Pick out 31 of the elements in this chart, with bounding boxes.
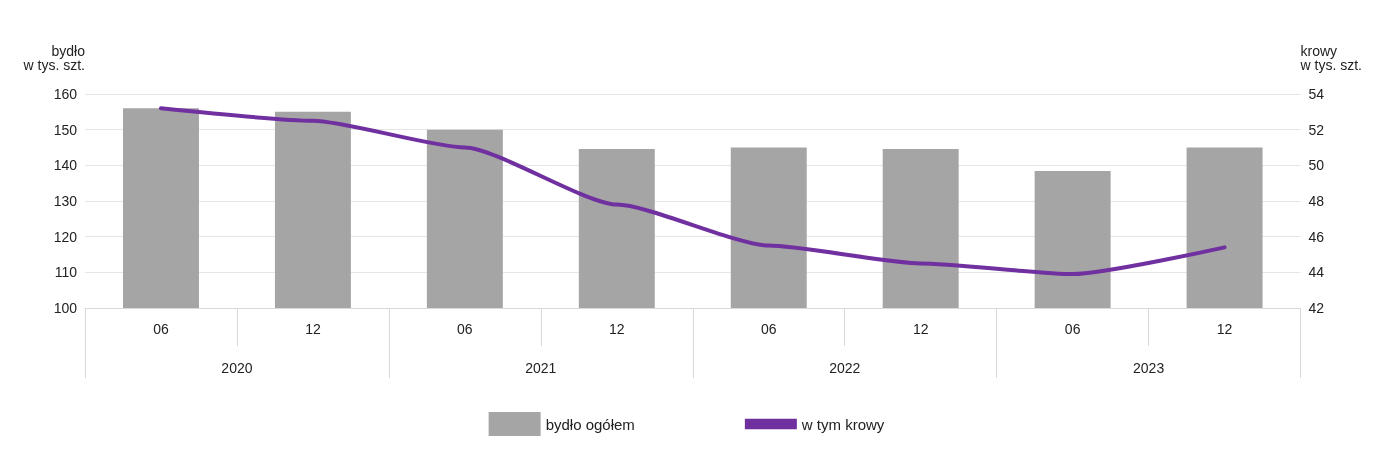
- text: 2022: [829, 360, 861, 376]
- y-tick-label: 150: [53, 121, 78, 138]
- text: 2023: [1133, 360, 1165, 376]
- x-tick-label: 12: [912, 321, 929, 337]
- x-tick-label: 12: [1216, 321, 1233, 337]
- line-series: [158, 106, 1227, 277]
- x-tick-label: 12: [305, 321, 321, 337]
- y-tick-label: 100: [53, 300, 78, 316]
- x-tick-label: 06: [1064, 321, 1081, 337]
- legend-label: w tym krowy: [800, 415, 885, 433]
- x-tick-label: 06: [153, 321, 169, 337]
- y-tick-label: 120: [53, 228, 78, 245]
- y2-tick-label: 46: [1308, 228, 1325, 245]
- text: 2021: [525, 360, 557, 376]
- y-tick-label: 140: [53, 157, 78, 174]
- y-tick-label: 160: [53, 86, 78, 102]
- y2-tick-label: 50: [1308, 157, 1325, 174]
- y2-tick-label: 44: [1308, 264, 1325, 281]
- y2-tick-label: 48: [1308, 193, 1325, 209]
- x-tick-label: 12: [609, 321, 625, 337]
- y-tick-label: 110: [54, 264, 78, 281]
- y2-tick-label: 42: [1308, 300, 1325, 316]
- y2-axis-title: krowy w tys. szt.: [1299, 43, 1362, 73]
- legend-label: bydło ogółem: [545, 415, 635, 433]
- x-tick-label: 06: [760, 321, 777, 337]
- y-axis-title: bydło w tys. szt.: [22, 43, 86, 73]
- text: 2020: [221, 360, 253, 376]
- y2-tick-label: 54: [1308, 86, 1325, 102]
- y-tick-label: 130: [53, 193, 78, 209]
- x-tick-label: 06: [457, 321, 473, 337]
- y2-tick-label: 52: [1308, 121, 1325, 138]
